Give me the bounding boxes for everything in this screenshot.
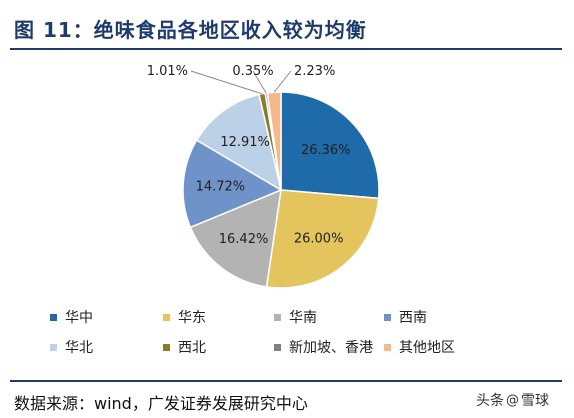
legend-swatch [274,343,281,351]
legend-item-6: 西北 [163,337,206,357]
title-divider [10,48,562,50]
legend-item-7: 新加坡、香港 [274,337,373,357]
legend-item-8: 其他地区 [384,337,455,357]
slice-data-label-3: 16.42% [219,232,269,247]
pie-chart: 26.36% 26.00% 16.42% 14.72% 12.91% 1.01% 0.35%… [147,64,380,289]
legend-item-2: 华东 [163,307,206,327]
watermark-prefix: 头条 [476,393,504,409]
leader-line-6 [190,70,263,95]
slice-data-label-1: 26.36% [301,143,351,158]
data-source: 数据来源：wind，广发证券发展研究中心 [14,394,308,413]
pie-slice-1 [280,91,380,200]
legend-item-4: 西南 [384,307,427,327]
legend-swatch [163,343,170,351]
slice-data-label-6: 1.01% [147,64,188,79]
pie-slice-2 [265,189,380,289]
legend-label: 华北 [65,340,93,356]
pie-slice-4 [182,139,283,229]
slice-data-label-8: 2.23% [294,64,335,79]
legend-label: 其他地区 [399,340,455,356]
slice-data-label-5: 12.91% [220,135,270,150]
legend-swatch [384,343,391,351]
legend-swatch [274,313,281,321]
slice-data-label-7: 0.35% [232,64,273,79]
legend-label: 西北 [178,340,206,356]
source-divider [10,380,562,382]
legend-label: 西南 [399,310,427,326]
legend-item-5: 华北 [50,337,93,357]
slice-data-label-4: 14.72% [196,180,246,195]
legend-label: 华中 [65,310,93,326]
pie-slice-5 [195,93,283,192]
legend-swatch [50,313,57,321]
leader-line-7 [252,70,267,94]
chart-title: 图 11：绝味食品各地区收入较为均衡 [14,18,367,42]
legend-item-1: 华中 [50,307,93,327]
watermark-name: 雪球 [521,393,549,409]
legend-label: 新加坡、香港 [289,340,373,356]
watermark: 头条 @ 雪球 [476,390,549,410]
legend-swatch [163,313,170,321]
watermark-at: @ [506,392,519,408]
legend-label: 华东 [178,310,206,326]
legend-swatch [384,313,391,321]
legend-label: 华南 [289,310,317,326]
leader-line-8 [273,70,292,93]
pie-slice-3 [189,188,282,288]
legend-item-3: 华南 [274,307,317,327]
legend-swatch [50,343,57,351]
slice-data-label-2: 26.00% [294,232,344,247]
